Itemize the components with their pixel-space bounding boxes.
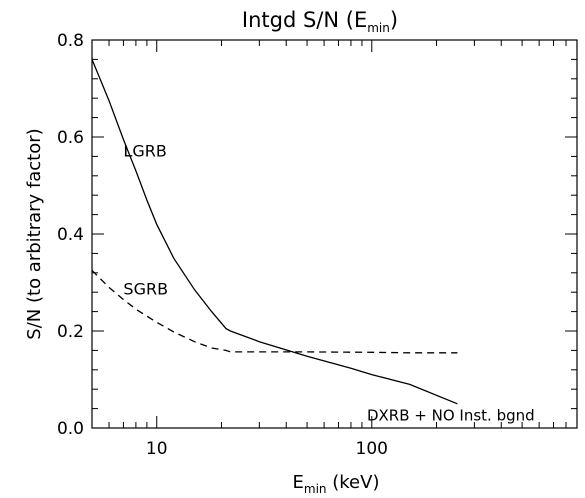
y-tick-label: 0.8: [57, 31, 84, 51]
y-tick-label: 0.4: [57, 225, 84, 245]
background-note: DXRB + NO Inst. bgnd: [367, 407, 535, 425]
x-axis-label-sub: min: [304, 482, 327, 496]
x-axis-label-main: E: [293, 472, 304, 493]
y-tick-label: 0.2: [57, 322, 84, 342]
series-label-sgrb: SGRB: [123, 280, 168, 299]
y-tick-label: 0.6: [57, 128, 84, 148]
chart-title-sub: min: [367, 21, 390, 35]
y-tick-label: 0.0: [57, 419, 84, 439]
chart-title-close: ): [390, 8, 398, 32]
y-axis-label: S/N (to arbitrary factor): [24, 128, 45, 339]
series-line-sgrb: [91, 269, 458, 354]
plot-frame: [91, 39, 578, 429]
x-axis-label: Emin (keV): [293, 472, 380, 496]
x-tick-label: 100: [356, 439, 388, 459]
axis-ticks: 0.0 0.2 0.4 0.6 0.8 10 100: [57, 31, 578, 459]
x-tick-label: 10: [146, 439, 168, 459]
chart-title: Intgd S/N (Emin): [242, 8, 398, 35]
series-label-lgrb: LGRB: [123, 141, 166, 160]
x-axis-label-rest: (keV): [327, 472, 380, 493]
chart-title-main: Intgd S/N (E: [242, 8, 367, 32]
series-group: [91, 59, 458, 405]
series-line-lgrb: [91, 59, 458, 405]
annotations: LGRB SGRB DXRB + NO Inst. bgnd: [123, 141, 534, 424]
